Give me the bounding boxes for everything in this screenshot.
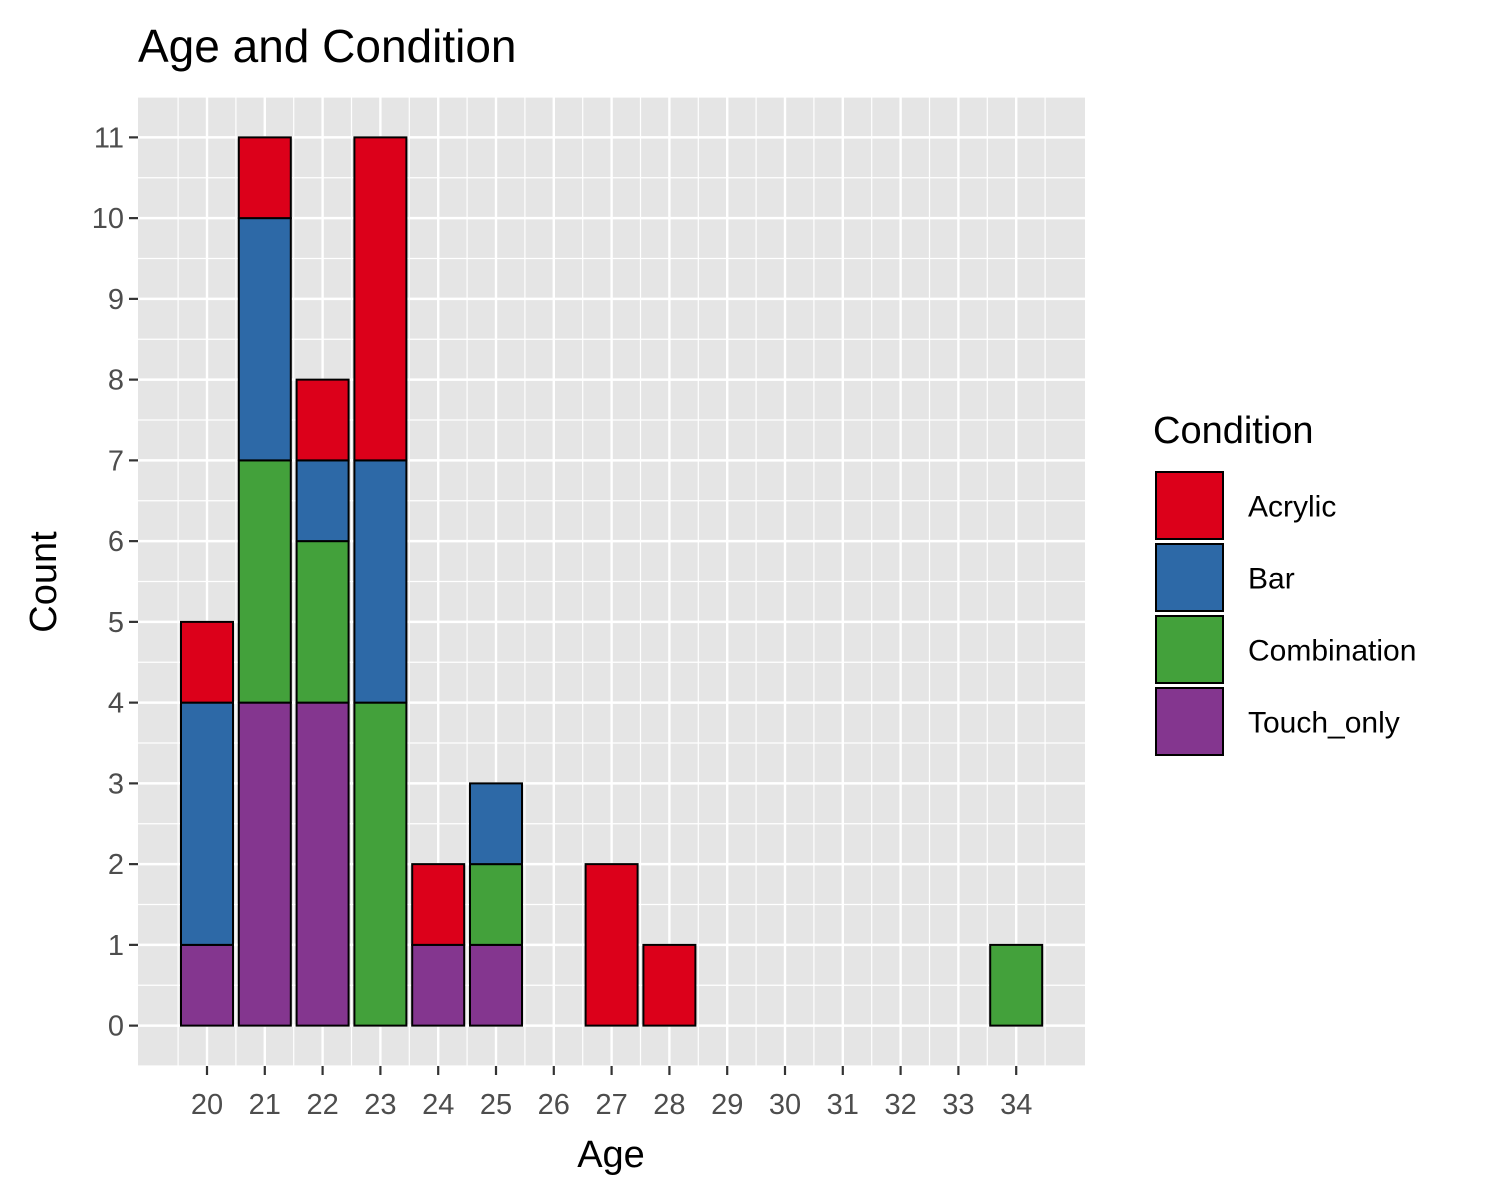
legend-key-bar bbox=[1155, 543, 1224, 612]
bar-combination-21 bbox=[237, 459, 292, 704]
bar-bar-21 bbox=[237, 217, 292, 462]
x-tick-label: 31 bbox=[827, 1089, 859, 1121]
bar-touch-only-22 bbox=[295, 701, 350, 1027]
bar-touch-only-20 bbox=[180, 943, 234, 1027]
legend: Condition Acrylic Bar Combination Touch_onl… bbox=[1153, 410, 1416, 756]
bar-bar-20 bbox=[180, 701, 234, 946]
x-tick-label: 34 bbox=[1000, 1089, 1032, 1121]
y-tick-label: 7 bbox=[108, 445, 124, 477]
y-tick-label: 0 bbox=[108, 1011, 124, 1043]
x-tick-label: 26 bbox=[538, 1089, 570, 1121]
bar-acrylic-27 bbox=[584, 863, 639, 1027]
bar-acrylic-22 bbox=[295, 378, 350, 462]
y-tick-label: 6 bbox=[108, 526, 124, 558]
y-tick-label: 1 bbox=[108, 930, 124, 962]
bar-combination-23 bbox=[353, 701, 408, 1027]
y-axis-title: Count bbox=[23, 531, 65, 633]
y-tick-label: 11 bbox=[94, 122, 124, 154]
legend-key-combination bbox=[1155, 615, 1224, 684]
x-tick-label: 29 bbox=[711, 1089, 743, 1121]
y-axis: 0 1 2 3 4 5 6 7 8 9 10 11 bbox=[92, 122, 138, 1043]
x-tick-label: 30 bbox=[769, 1089, 801, 1121]
x-tick-label: 21 bbox=[249, 1089, 281, 1121]
x-axis-title: Age bbox=[577, 1134, 645, 1176]
x-tick-label: 32 bbox=[884, 1089, 916, 1121]
y-tick-label: 2 bbox=[108, 849, 124, 881]
bars bbox=[180, 136, 1044, 1027]
y-tick-label: 10 bbox=[92, 203, 124, 235]
bar-touch-only-21 bbox=[237, 701, 292, 1027]
bar-bar-22 bbox=[295, 459, 350, 543]
x-tick-label: 33 bbox=[942, 1089, 974, 1121]
bar-touch-only-25 bbox=[469, 943, 523, 1027]
bar-acrylic-24 bbox=[411, 863, 466, 946]
x-tick-label: 28 bbox=[653, 1089, 685, 1121]
y-tick-label: 8 bbox=[108, 365, 124, 397]
bar-bar-23 bbox=[353, 459, 408, 704]
bar-combination-22 bbox=[295, 540, 350, 704]
legend-key-acrylic bbox=[1155, 471, 1224, 540]
y-tick-label: 4 bbox=[108, 688, 124, 720]
x-tick-label: 22 bbox=[306, 1089, 338, 1121]
legend-label-acrylic: Acrylic bbox=[1248, 491, 1336, 524]
bar-acrylic-20 bbox=[180, 620, 234, 704]
chart-title: Age and Condition bbox=[138, 20, 517, 72]
bar-bar-25 bbox=[469, 782, 523, 866]
x-tick-label: 23 bbox=[364, 1089, 396, 1121]
x-tick-label: 27 bbox=[595, 1089, 627, 1121]
x-tick-label: 24 bbox=[422, 1089, 454, 1121]
bar-acrylic-21 bbox=[237, 136, 292, 220]
legend-label-bar: Bar bbox=[1248, 563, 1295, 596]
legend-title: Condition bbox=[1153, 410, 1314, 452]
x-tick-label: 20 bbox=[191, 1089, 223, 1121]
y-tick-label: 3 bbox=[108, 768, 124, 800]
x-tick-label: 25 bbox=[480, 1089, 512, 1121]
y-tick-label: 5 bbox=[108, 607, 124, 639]
bar-combination-25 bbox=[469, 863, 523, 946]
bar-acrylic-23 bbox=[353, 136, 408, 462]
bar-acrylic-28 bbox=[642, 943, 697, 1027]
legend-label-touch-only: Touch_only bbox=[1248, 707, 1400, 740]
y-tick-label: 9 bbox=[108, 284, 124, 316]
x-axis: 20 21 22 23 24 25 26 27 28 29 30 31 32 33 34 bbox=[191, 1066, 1032, 1121]
legend-key-touch-only bbox=[1155, 687, 1224, 756]
legend-label-combination: Combination bbox=[1248, 635, 1416, 668]
bar-combination-34 bbox=[989, 943, 1044, 1027]
bar-touch-only-24 bbox=[411, 943, 466, 1027]
